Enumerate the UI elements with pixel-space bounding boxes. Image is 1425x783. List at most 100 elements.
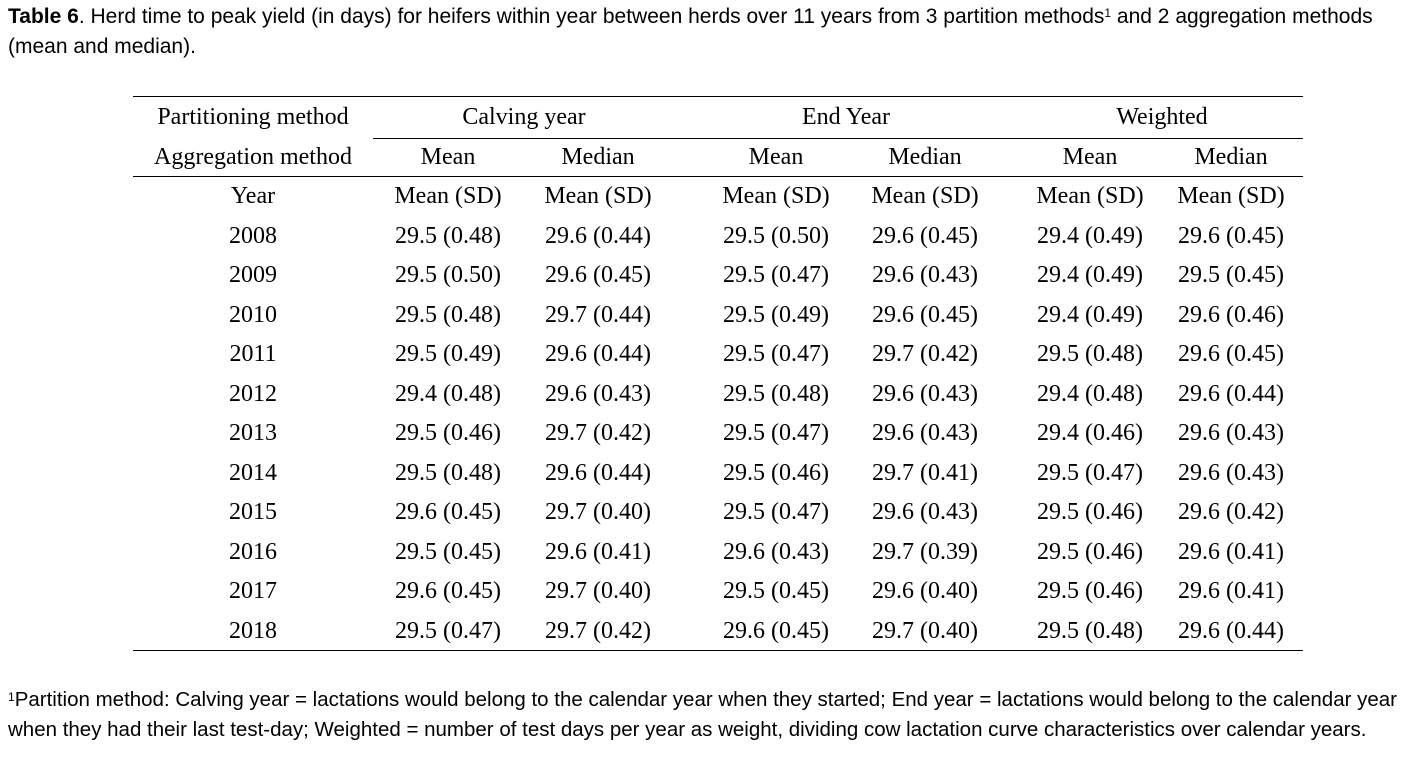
value-cell: 29.5 (0.46) xyxy=(395,420,501,446)
year-column-header: Year xyxy=(230,183,276,209)
partition-header-end-year: End Year xyxy=(802,104,890,130)
year-cell: 2016 xyxy=(229,538,277,565)
aggregation-header: Median xyxy=(888,143,962,170)
value-cell: 29.7 (0.39) xyxy=(872,538,978,565)
value-cell: 29.5 (0.48) xyxy=(723,380,829,407)
value-cell: 29.4 (0.48) xyxy=(395,380,501,407)
value-cell: 29.6 (0.45) xyxy=(395,578,501,604)
year-cell: 2009 xyxy=(229,262,277,288)
table-row: 2015 29.6 (0.45) 29.7 (0.40) 29.5 (0.47) 29.… xyxy=(133,492,1303,532)
value-cell: 29.5 (0.45) xyxy=(1178,262,1284,288)
caption-label: Table 6 xyxy=(8,5,79,28)
value-cell: 29.6 (0.40) xyxy=(872,578,978,604)
value-cell: 29.5 (0.47) xyxy=(723,499,829,525)
value-cell: 29.5 (0.48) xyxy=(395,301,501,328)
year-cell: 2010 xyxy=(229,301,277,328)
value-cell: 29.6 (0.41) xyxy=(1178,538,1284,565)
value-cell: 29.6 (0.44) xyxy=(545,341,651,367)
value-cell: 29.4 (0.46) xyxy=(1037,420,1143,446)
value-cell: 29.5 (0.48) xyxy=(395,459,501,486)
value-cell: 29.5 (0.46) xyxy=(1037,499,1143,525)
table-row: 2014 29.5 (0.48) 29.6 (0.44) 29.5 (0.46) 29.… xyxy=(133,453,1303,493)
value-cell: 29.6 (0.43) xyxy=(872,420,978,446)
header-row-stats: Year Mean (SD) Mean (SD) Mean (SD) Mean … xyxy=(133,176,1303,216)
value-cell: 29.5 (0.48) xyxy=(395,222,501,249)
value-cell: 29.6 (0.44) xyxy=(545,459,651,486)
value-cell: 29.4 (0.48) xyxy=(1037,380,1143,407)
value-cell: 29.4 (0.49) xyxy=(1037,222,1143,249)
value-cell: 29.5 (0.47) xyxy=(395,617,501,644)
value-cell: 29.7 (0.42) xyxy=(545,617,651,644)
table-footnote: 1Partition method: Calving year = lactat… xyxy=(8,685,1420,744)
value-cell: 29.6 (0.45) xyxy=(395,499,501,525)
value-cell: 29.5 (0.49) xyxy=(723,301,829,328)
value-cell: 29.6 (0.43) xyxy=(872,499,978,525)
table-row: 2009 29.5 (0.50) 29.6 (0.45) 29.5 (0.47) 29.… xyxy=(133,255,1303,295)
value-cell: 29.7 (0.41) xyxy=(872,459,978,486)
value-cell: 29.6 (0.44) xyxy=(545,222,651,249)
year-cell: 2008 xyxy=(229,222,277,249)
stat-header: Mean (SD) xyxy=(722,183,830,209)
value-cell: 29.6 (0.45) xyxy=(872,301,978,328)
value-cell: 29.5 (0.48) xyxy=(1037,341,1143,367)
table-caption: Table 6. Herd time to peak yield (in day… xyxy=(8,2,1408,62)
value-cell: 29.6 (0.45) xyxy=(872,222,978,249)
value-cell: 29.7 (0.42) xyxy=(545,420,651,446)
value-cell: 29.6 (0.44) xyxy=(1178,617,1284,644)
value-cell: 29.5 (0.46) xyxy=(723,459,829,486)
caption-text-end: and 2 aggregation methods (mean and medi… xyxy=(8,5,1373,58)
table-row: 2013 29.5 (0.46) 29.7 (0.42) 29.5 (0.47) 29.… xyxy=(133,413,1303,453)
caption-footnote-marker: 1 xyxy=(1104,6,1112,20)
table-row: 2016 29.5 (0.45) 29.6 (0.41) 29.6 (0.43) 29.… xyxy=(133,532,1303,572)
value-cell: 29.6 (0.45) xyxy=(1178,222,1284,249)
data-table: Partitioning method Calving year End Yea… xyxy=(133,96,1303,651)
year-cell: 2012 xyxy=(229,380,277,407)
value-cell: 29.5 (0.46) xyxy=(1037,538,1143,565)
value-cell: 29.6 (0.43) xyxy=(1178,459,1284,486)
stat-header: Mean (SD) xyxy=(544,183,652,209)
value-cell: 29.6 (0.41) xyxy=(1178,578,1284,604)
value-cell: 29.7 (0.40) xyxy=(872,617,978,644)
value-cell: 29.5 (0.47) xyxy=(1037,459,1143,486)
value-cell: 29.6 (0.43) xyxy=(723,538,829,565)
value-cell: 29.6 (0.45) xyxy=(1178,341,1284,367)
value-cell: 29.5 (0.45) xyxy=(395,538,501,565)
footnote-text: Partition method: Calving year = lactati… xyxy=(8,688,1397,741)
value-cell: 29.7 (0.40) xyxy=(545,578,651,604)
partition-underline xyxy=(373,137,1303,139)
partition-header-calving-year: Calving year xyxy=(462,104,586,130)
table-row: 2010 29.5 (0.48) 29.7 (0.44) 29.5 (0.49) 29.… xyxy=(133,295,1303,335)
table-row: 2011 29.5 (0.49) 29.6 (0.44) 29.5 (0.47) 29.… xyxy=(133,334,1303,374)
year-cell: 2018 xyxy=(229,617,277,644)
table-row: 2018 29.5 (0.47) 29.7 (0.42) 29.6 (0.45) 29.… xyxy=(133,611,1303,651)
value-cell: 29.6 (0.46) xyxy=(1178,301,1284,328)
stat-header: Mean (SD) xyxy=(1036,183,1144,209)
value-cell: 29.7 (0.42) xyxy=(872,341,978,367)
value-cell: 29.6 (0.43) xyxy=(1178,420,1284,446)
partition-method-label: Partitioning method xyxy=(157,104,349,130)
value-cell: 29.6 (0.44) xyxy=(1178,380,1284,407)
aggregation-header: Mean xyxy=(748,143,804,170)
aggregation-header: Mean xyxy=(420,143,476,170)
aggregation-header: Median xyxy=(1194,143,1268,170)
value-cell: 29.5 (0.47) xyxy=(723,262,829,288)
value-cell: 29.5 (0.45) xyxy=(723,578,829,604)
aggregation-method-label: Aggregation method xyxy=(154,143,352,170)
partition-header-weighted: Weighted xyxy=(1116,104,1208,130)
value-cell: 29.4 (0.49) xyxy=(1037,262,1143,288)
stat-header: Mean (SD) xyxy=(871,183,979,209)
table-body: 2008 29.5 (0.48) 29.6 (0.44) 29.5 (0.50) 29.… xyxy=(133,216,1303,651)
value-cell: 29.6 (0.42) xyxy=(1178,499,1284,525)
value-cell: 29.6 (0.45) xyxy=(545,262,651,288)
aggregation-header: Median xyxy=(561,143,635,170)
year-cell: 2017 xyxy=(229,578,277,604)
header-row-aggregation: Aggregation method Mean Median Mean Medi… xyxy=(133,137,1303,177)
value-cell: 29.5 (0.47) xyxy=(723,420,829,446)
value-cell: 29.6 (0.45) xyxy=(723,617,829,644)
stat-header: Mean (SD) xyxy=(394,183,502,209)
value-cell: 29.6 (0.43) xyxy=(545,380,651,407)
value-cell: 29.6 (0.41) xyxy=(545,538,651,565)
year-cell: 2011 xyxy=(229,341,277,367)
table-row: 2012 29.4 (0.48) 29.6 (0.43) 29.5 (0.48) 29.… xyxy=(133,374,1303,414)
value-cell: 29.6 (0.43) xyxy=(872,380,978,407)
